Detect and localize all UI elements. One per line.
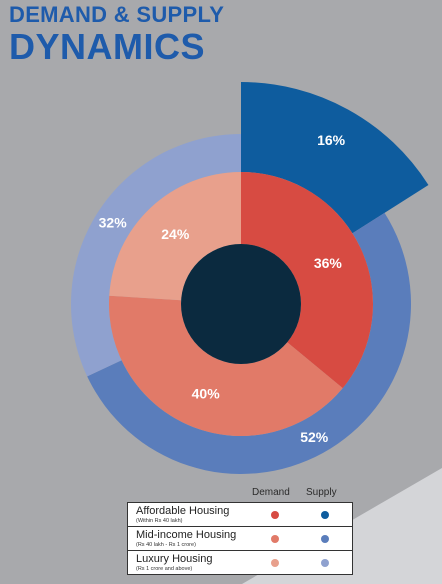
- page-title: DEMAND & SUPPLY DYNAMICS: [9, 4, 224, 65]
- demand-slice-2: [109, 172, 242, 301]
- legend-label: Mid-income Housing: [136, 529, 237, 541]
- legend-sublabel: (Rs 40 lakh - Rs 1 crore): [136, 542, 196, 548]
- title-line-2: DYNAMICS: [9, 26, 206, 67]
- demand-label-0: 36%: [314, 255, 343, 271]
- supply-swatch: [321, 511, 329, 519]
- supply-label-1: 52%: [300, 429, 329, 445]
- legend-row-mid-income: Mid-income Housing (Rs 40 lakh - Rs 1 cr…: [128, 527, 352, 551]
- demand-swatch: [271, 535, 279, 543]
- legend-label: Affordable Housing: [136, 505, 230, 517]
- supply-slice-0: [241, 82, 429, 234]
- supply-slice-2: [70, 134, 242, 377]
- legend-demand-header: Demand: [252, 487, 290, 498]
- legend: Affordable Housing (Within Rs 40 lakh) M…: [127, 502, 353, 575]
- demand-slice-1: [109, 295, 343, 436]
- demand-slice-0: [241, 172, 373, 389]
- supply-label-2: 32%: [99, 215, 128, 231]
- legend-sublabel: (Rs 1 crore and above): [136, 566, 193, 572]
- legend-supply-header: Supply: [306, 487, 337, 498]
- legend-row-affordable: Affordable Housing (Within Rs 40 lakh): [128, 503, 352, 527]
- supply-slice-1: [87, 212, 412, 475]
- demand-swatch: [271, 559, 279, 567]
- supply-swatch: [321, 535, 329, 543]
- supply-swatch: [321, 559, 329, 567]
- legend-sublabel: (Within Rs 40 lakh): [136, 518, 183, 524]
- supply-label-0: 16%: [317, 132, 346, 148]
- demand-label-2: 24%: [161, 226, 190, 242]
- legend-row-luxury: Luxury Housing (Rs 1 crore and above): [128, 551, 352, 574]
- donut-center: [181, 244, 301, 364]
- legend-label: Luxury Housing: [136, 553, 213, 565]
- title-line-1: DEMAND & SUPPLY: [9, 2, 225, 27]
- demand-swatch: [271, 511, 279, 519]
- demand-label-1: 40%: [192, 385, 221, 401]
